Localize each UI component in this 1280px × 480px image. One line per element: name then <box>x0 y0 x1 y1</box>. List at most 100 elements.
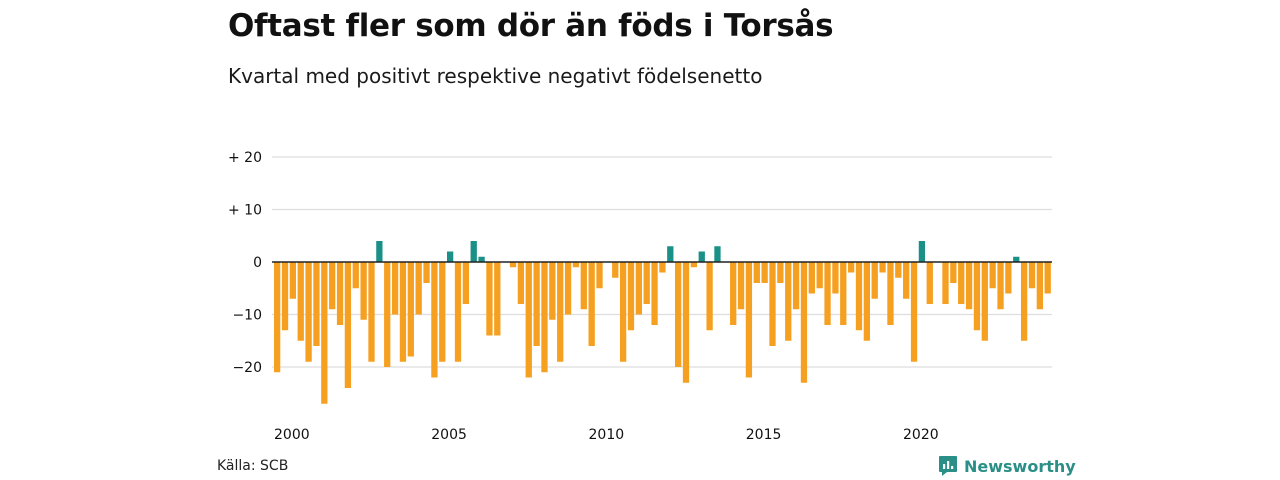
bar-2020-Q3 <box>918 241 926 262</box>
bar-2024-Q2 <box>1036 262 1043 310</box>
bar-2020-Q4 <box>926 262 933 304</box>
bar-2020-Q2 <box>910 262 918 362</box>
x-tick-label: 2000 <box>274 427 310 443</box>
bar-2007-Q3 <box>509 262 517 268</box>
bar-2012-Q3 <box>667 246 674 262</box>
bar-2013-Q2 <box>690 262 698 268</box>
bar-2005-Q1 <box>431 262 438 378</box>
bar-2019-Q4 <box>895 262 902 278</box>
bar-2016-Q2 <box>785 262 792 341</box>
bar-chart: + 20 + 10 0 −10 −20 2000 2005 2010 2015 2020 <box>228 150 1052 443</box>
y-axis-ticks: + 20 + 10 0 −10 −20 <box>228 150 262 376</box>
bar-2011-Q3 <box>635 262 642 315</box>
bar-2004-Q3 <box>415 262 422 315</box>
bar-2005-Q2 <box>439 262 446 362</box>
bar-2023-Q4 <box>1020 262 1028 341</box>
x-tick-label: 2010 <box>589 427 625 443</box>
bar-2015-Q2 <box>753 262 760 283</box>
bar-2001-Q1 <box>305 262 312 362</box>
bar-2001-Q3 <box>321 262 328 404</box>
bar-2002-Q1 <box>336 262 344 325</box>
bar-2019-Q1 <box>871 262 878 299</box>
bar-2010-Q4 <box>612 262 619 278</box>
bar-2002-Q2 <box>344 262 352 388</box>
bar-2000-Q2 <box>281 262 289 331</box>
bar-2009-Q4 <box>580 262 587 310</box>
bar-2003-Q3 <box>384 262 391 367</box>
bar-2024-Q1 <box>1028 262 1036 289</box>
bar-2016-Q1 <box>777 262 784 283</box>
bar-2015-Q1 <box>745 262 753 378</box>
bar-2019-Q3 <box>887 262 894 325</box>
bar-2013-Q3 <box>698 251 705 262</box>
bar-2013-Q4 <box>706 262 713 331</box>
bar-2007-Q4 <box>517 262 525 304</box>
bar-2012-Q2 <box>659 262 666 273</box>
bar-2006-Q4 <box>486 262 493 336</box>
bar-2005-Q4 <box>454 262 462 362</box>
bar-2018-Q3 <box>855 262 863 331</box>
y-tick-label: −10 <box>232 308 262 324</box>
x-tick-label: 2015 <box>746 427 782 443</box>
bar-2012-Q1 <box>651 262 658 325</box>
bar-2012-Q4 <box>675 262 682 367</box>
bar-2022-Q3 <box>981 262 988 341</box>
bar-2009-Q1 <box>557 262 564 362</box>
y-tick-label: + 20 <box>228 150 262 166</box>
bar-2016-Q4 <box>800 262 808 383</box>
bar-2004-Q4 <box>423 262 430 283</box>
bar-2009-Q2 <box>564 262 572 315</box>
gridlines <box>272 156 1052 368</box>
brand-name: Newsworthy <box>964 456 1076 476</box>
bar-2010-Q2 <box>596 262 603 289</box>
bar-2011-Q2 <box>627 262 635 331</box>
bar-2013-Q1 <box>682 262 690 383</box>
x-tick-label: 2020 <box>903 427 939 443</box>
bar-2016-Q3 <box>792 262 800 310</box>
bar-2008-Q4 <box>549 262 556 320</box>
chart-subtitle: Kvartal med positivt respektive negativt… <box>228 64 763 88</box>
bar-2001-Q4 <box>329 262 336 310</box>
bar-2001-Q2 <box>313 262 320 346</box>
x-axis-ticks: 2000 2005 2010 2015 2020 <box>274 427 939 443</box>
bar-2022-Q4 <box>989 262 996 289</box>
bar-2015-Q4 <box>769 262 776 346</box>
bar-2023-Q3 <box>1013 256 1020 262</box>
y-tick-label: −20 <box>232 360 262 376</box>
bar-2021-Q4 <box>958 262 965 304</box>
bar-2002-Q4 <box>360 262 367 320</box>
bar-2020-Q1 <box>903 262 910 299</box>
bar-2008-Q3 <box>541 262 548 373</box>
bar-2015-Q3 <box>761 262 768 283</box>
bar-2023-Q1 <box>997 262 1004 310</box>
bar-2006-Q2 <box>470 241 477 262</box>
brand-logo: Newsworthy <box>938 455 1076 477</box>
bar-2021-Q3 <box>950 262 957 283</box>
bar-2021-Q2 <box>942 262 949 304</box>
bar-2011-Q1 <box>619 262 627 362</box>
bar-2010-Q1 <box>588 262 595 346</box>
chart-title: Oftast fler som dör än föds i Torsås <box>228 8 834 44</box>
bar-2014-Q4 <box>737 262 745 310</box>
bar-2006-Q3 <box>478 256 485 262</box>
bar-2007-Q1 <box>494 262 501 336</box>
x-tick-label: 2005 <box>431 427 467 443</box>
bar-2003-Q4 <box>391 262 399 315</box>
bars <box>274 241 1051 404</box>
bar-2017-Q4 <box>832 262 839 294</box>
bar-2000-Q4 <box>297 262 304 341</box>
source-note: Källa: SCB <box>217 458 289 474</box>
bar-2024-Q3 <box>1044 262 1051 294</box>
bar-2018-Q2 <box>847 262 855 273</box>
bar-2019-Q2 <box>879 262 886 273</box>
newsworthy-logo-icon <box>939 456 957 476</box>
bar-2017-Q3 <box>824 262 831 325</box>
bar-2014-Q1 <box>714 246 721 262</box>
bar-2018-Q4 <box>863 262 871 341</box>
bar-2017-Q1 <box>808 262 815 294</box>
y-tick-label: + 10 <box>228 203 262 219</box>
bar-2000-Q1 <box>274 262 281 373</box>
bar-2014-Q3 <box>730 262 737 325</box>
bar-2008-Q1 <box>525 262 532 378</box>
bar-2005-Q3 <box>446 251 454 262</box>
